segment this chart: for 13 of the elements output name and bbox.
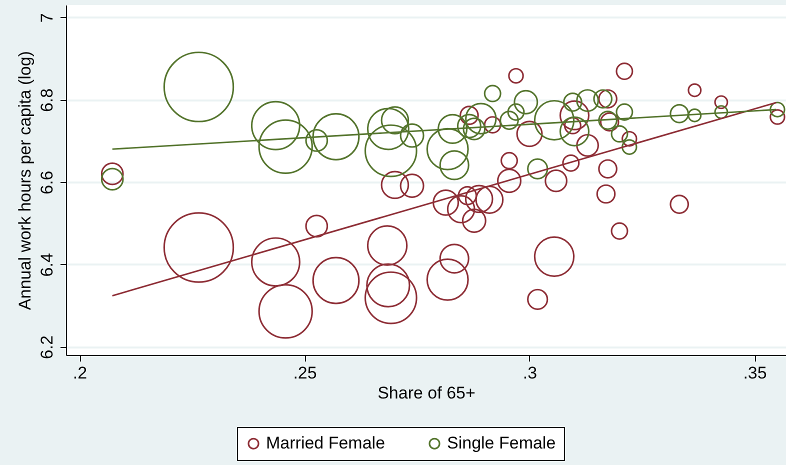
x-tick-label: .3 (522, 364, 538, 382)
x-tick-label: .2 (72, 364, 88, 382)
x-tick-label: .35 (743, 364, 767, 382)
legend-label: Married Female (266, 434, 386, 453)
y-tick-label: 6.8 (38, 88, 56, 112)
y-axis-title: Annual work hours per capita (log) (16, 51, 34, 310)
legend-label: Single Female (447, 434, 556, 453)
y-tick-label: 6.2 (38, 335, 56, 360)
y-tick-label: 7 (38, 13, 56, 23)
x-tick-label: .25 (293, 364, 317, 382)
y-tick-label: 6.4 (38, 253, 56, 277)
y-tick-label: 6.6 (38, 170, 56, 194)
x-axis-title: Share of 65+ (378, 384, 476, 402)
